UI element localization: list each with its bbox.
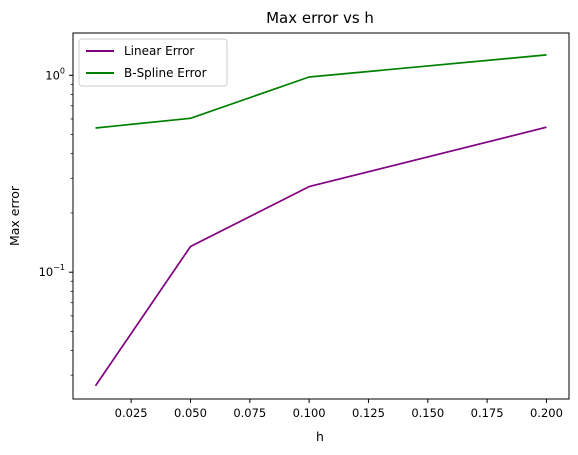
x-tick-label: 0.075 <box>233 406 266 420</box>
x-tick-label: 0.125 <box>352 406 385 420</box>
plot-frame <box>72 32 570 400</box>
x-tick-label: 0.050 <box>174 406 207 420</box>
y-tick-label: 10−1 <box>39 263 65 279</box>
x-axis-label: h <box>316 429 324 444</box>
legend-box <box>78 38 228 87</box>
x-ticks: 0.025 0.050 0.075 0.100 0.125 0.150 0.175 0.200 <box>115 399 563 420</box>
x-tick-label: 0.200 <box>530 406 563 420</box>
series-line-0 <box>94 126 547 387</box>
series-lines <box>94 54 547 387</box>
legend-label-linear: Linear Error <box>124 44 194 58</box>
x-tick-label: 0.175 <box>471 406 504 420</box>
x-tick-label: 0.025 <box>115 406 148 420</box>
legend: Linear Error B-Spline Error <box>78 38 228 87</box>
chart-title: Max error vs h <box>266 9 374 27</box>
x-tick-label: 0.100 <box>293 406 326 420</box>
y-tick-label: 100 <box>45 66 65 82</box>
y-axis-label: Max error <box>7 185 22 246</box>
y-ticks: 10−1 100 <box>39 66 73 376</box>
plot-area: 0.025 0.050 0.075 0.100 0.125 0.150 0.175 0.200… <box>39 32 570 420</box>
series-line-1 <box>95 54 547 129</box>
x-tick-label: 0.150 <box>411 406 444 420</box>
legend-label-bspline: B-Spline Error <box>124 66 207 80</box>
